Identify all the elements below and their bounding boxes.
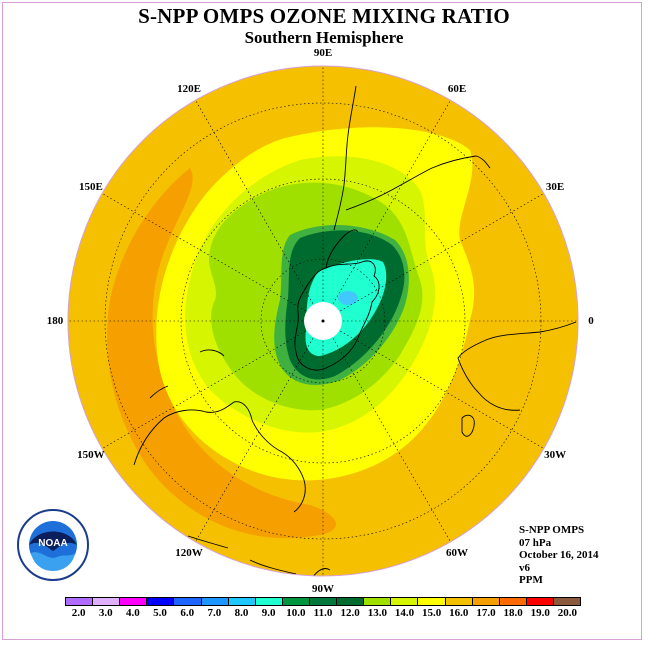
color-scale-segment [309,598,338,605]
color-scale-tick: 8.0 [234,607,249,619]
color-scale-segment [526,598,554,605]
indonesia-coast [187,535,331,576]
noaa-logo-wave [31,552,75,571]
color-scale-tick: 20.0 [557,607,578,619]
color-scale-segment [391,598,419,605]
instrument-label: S-NPP OMPS [519,524,585,536]
orange-band [106,168,337,539]
noaa-logo-bird [29,531,77,551]
pressure-level-label: 07 hPa [519,536,552,549]
longitude-label: 90W [312,583,334,595]
meridian-line [102,193,306,312]
longitude-label: 120W [175,547,203,560]
color-scale-tick: 16.0 [449,607,469,619]
latitude-circles [104,102,542,540]
color-scale-tick: 17.0 [476,607,496,619]
color-scale-tick: 2.0 [71,607,86,619]
version-label: v6 [519,561,530,574]
meridian-line [332,338,451,542]
color-scale-segment [66,598,94,605]
latitude-circle-70 [180,178,466,464]
noaa-logo: NOAA [17,509,89,581]
color-scale-segment [147,598,175,605]
longitude-label: 150E [78,181,103,193]
longitude-label: 60W [446,547,468,560]
color-scale-segment [255,598,283,605]
color-scale-tick: 19.0 [530,607,550,619]
longitude-label: 90E [313,47,333,59]
color-scale-segment [337,598,365,605]
pole-point [321,319,325,323]
color-scale-tick: 13.0 [367,607,387,619]
coastlines [133,85,577,576]
color-scale-tick: 11.0 [313,607,333,619]
color-scale-segment [553,598,581,605]
color-scale-tick: 15.0 [422,607,442,619]
color-scale-tick: 14.0 [394,607,415,619]
color-scale-segment [499,598,527,605]
color-scale-segment [418,598,446,605]
color-scale-tick: 12.0 [340,607,360,619]
color-scale-tick: 10.0 [286,607,306,619]
madagascar-coast [461,414,475,437]
units-label: PPM [519,574,543,586]
longitude-label: 180 [46,315,64,327]
longitude-label: 30W [544,449,567,461]
australia-coast [133,401,306,513]
longitude-label: 150W [77,449,105,461]
date-label: October 16, 2014 [519,549,599,561]
longitude-label: 0 [588,315,594,327]
longitude-label: 60E [447,82,467,95]
new-zealand-coast [149,349,225,399]
noaa-logo-letters: NOAA [38,538,67,549]
blue-core [338,291,358,305]
meridian-line [340,193,544,312]
ozone-contours [68,66,578,576]
color-scale-segment [445,598,473,605]
meridian-line [102,330,306,449]
meridian-lines [68,66,578,576]
color-scale-tick: 4.0 [126,607,140,619]
color-scale-tick: 7.0 [207,607,222,619]
color-scale-tick: 9.0 [261,607,276,619]
color-scale-segment [472,598,500,605]
color-scale-segment [228,598,256,605]
color-scale-tick: 5.0 [153,607,167,619]
map-boundary [67,65,579,577]
africa-coast [457,321,577,411]
meridian-line [195,100,314,304]
antarctica-coast [294,260,380,371]
color-scale-bar [65,597,581,606]
latitude-circle-60 [104,102,542,540]
color-scale-tick: 3.0 [98,607,113,619]
latitude-circle-80 [260,258,386,384]
color-scale-segment [201,598,229,605]
page-subtitle: Southern Hemisphere [244,28,404,47]
meridian-line [340,330,544,449]
color-scale-segment [174,598,202,605]
color-scale-tick: 6.0 [180,607,195,619]
antarctic-peninsula [325,229,359,269]
color-scale-segment [93,598,121,605]
meridian-line [195,338,314,542]
meridian-line [332,100,451,304]
longitude-label: 120E [177,82,201,95]
color-scale-segment [364,598,392,605]
longitude-label: 30E [545,181,565,193]
color-scale-tick: 18.0 [503,607,523,619]
page-title: S-NPP OMPS OZONE MIXING RATIO [138,4,510,28]
south-america-coast [333,85,491,231]
color-scale-segment [282,598,310,605]
metadata-block: S-NPP OMPS 07 hPa October 16, 2014 v6 PP… [519,524,599,587]
color-scale-segment [120,598,148,605]
